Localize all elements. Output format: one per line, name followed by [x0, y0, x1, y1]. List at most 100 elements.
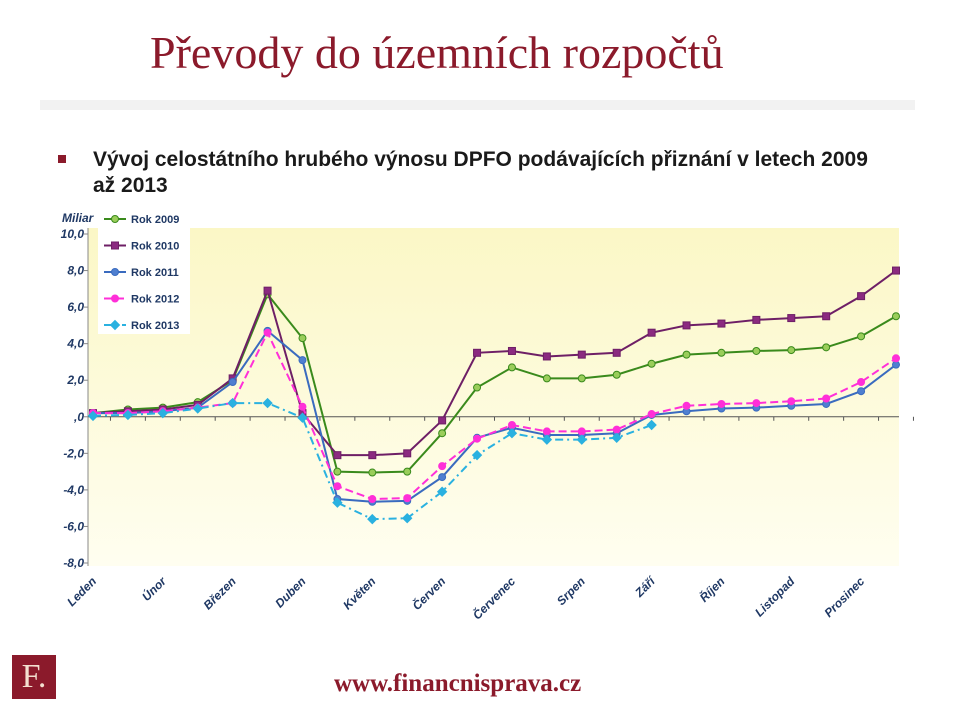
band: [40, 100, 915, 110]
point: [857, 332, 866, 341]
point: [263, 328, 272, 337]
y-tick-label: 2,0: [66, 373, 84, 387]
footer-url: www.financnisprava.cz: [334, 670, 582, 697]
y-tick-label: -2,0: [63, 446, 84, 460]
x-tick-label: Červenec: [469, 573, 518, 622]
point: [787, 314, 796, 323]
point: [752, 399, 761, 408]
x-tick-label: Září: [632, 573, 659, 600]
point: [263, 286, 272, 295]
point: [333, 467, 342, 476]
point: [332, 497, 343, 508]
point: [752, 346, 761, 355]
legend-label: Rok 2010: [131, 241, 179, 253]
point: [507, 421, 516, 430]
x-tick-label: Prosinec: [821, 574, 867, 620]
point: [752, 315, 761, 324]
point: [612, 370, 621, 379]
x-tick-label: Červen: [409, 574, 448, 613]
point: [647, 410, 656, 419]
point: [577, 374, 586, 383]
point: [577, 427, 586, 436]
point: [473, 434, 482, 443]
legend-label: Rok 2012: [131, 294, 179, 306]
point: [403, 449, 412, 458]
point: [438, 416, 447, 425]
point: [682, 350, 691, 359]
point: [682, 321, 691, 330]
point: [822, 312, 831, 321]
point: [438, 473, 447, 482]
point: [228, 378, 237, 387]
legend-marker: [111, 215, 119, 223]
legend-marker: [111, 294, 119, 303]
legend-marker: [111, 241, 119, 250]
series-line: [93, 330, 897, 501]
point: [717, 399, 726, 408]
point: [647, 328, 656, 337]
point: [333, 451, 342, 460]
legend-label: Rok 2011: [131, 267, 179, 279]
slide-title: Převody do územních rozpočtů: [150, 27, 724, 78]
legend-label: Rok 2009: [131, 214, 179, 226]
point: [717, 319, 726, 328]
plot-area: [88, 228, 899, 566]
x-tick-label: Duben: [272, 574, 308, 610]
point: [857, 292, 866, 301]
point: [403, 494, 412, 503]
point: [436, 486, 448, 497]
x-tick-label: Únor: [139, 573, 170, 604]
y-tick-label: 4,0: [66, 337, 84, 351]
x-tick-label: Listopad: [752, 574, 798, 620]
legend-marker: [111, 268, 119, 276]
point: [542, 374, 551, 383]
point: [577, 350, 586, 359]
y-tick-label: -4,0: [63, 483, 84, 497]
bullet-icon: [58, 155, 66, 163]
logo: F.: [12, 655, 56, 699]
x-tick-label: Březen: [201, 574, 239, 612]
bullet-text: Vývoj celostátního hrubého výnosu DPFO p…: [93, 148, 868, 197]
point: [612, 348, 621, 357]
x-tick-label: Květen: [340, 574, 378, 612]
point: [368, 495, 377, 504]
point: [473, 348, 482, 357]
point: [157, 407, 169, 419]
point: [611, 432, 622, 444]
point: [403, 467, 412, 476]
x-tick-label: Leden: [64, 574, 99, 609]
y-axis-label: Miliar: [62, 211, 95, 225]
y-tick-label: 6,0: [67, 300, 84, 314]
x-tick-label: Říjen: [696, 574, 727, 605]
point: [576, 434, 587, 445]
point: [192, 403, 203, 414]
legend-marker: [109, 319, 121, 331]
point: [438, 429, 447, 438]
point: [87, 410, 99, 422]
point: [857, 387, 866, 396]
point: [542, 352, 551, 361]
point: [892, 266, 900, 275]
point: [368, 468, 377, 477]
point: [507, 346, 516, 355]
point: [473, 383, 482, 392]
point: [822, 394, 831, 403]
point: [471, 449, 483, 461]
y-tick-label: -6,0: [63, 519, 84, 533]
point: [822, 343, 831, 352]
point: [506, 428, 518, 439]
point: [333, 482, 342, 491]
legend-label: Rok 2013: [131, 320, 179, 332]
point: [542, 427, 551, 436]
point: [298, 334, 307, 343]
y-tick-label: 10,0: [61, 227, 85, 241]
point: [647, 359, 656, 368]
point: [367, 513, 378, 525]
point: [402, 513, 413, 524]
point: [262, 397, 273, 409]
y-tick-label: -8,0: [63, 556, 84, 570]
point: [612, 425, 621, 434]
point: [892, 354, 900, 363]
